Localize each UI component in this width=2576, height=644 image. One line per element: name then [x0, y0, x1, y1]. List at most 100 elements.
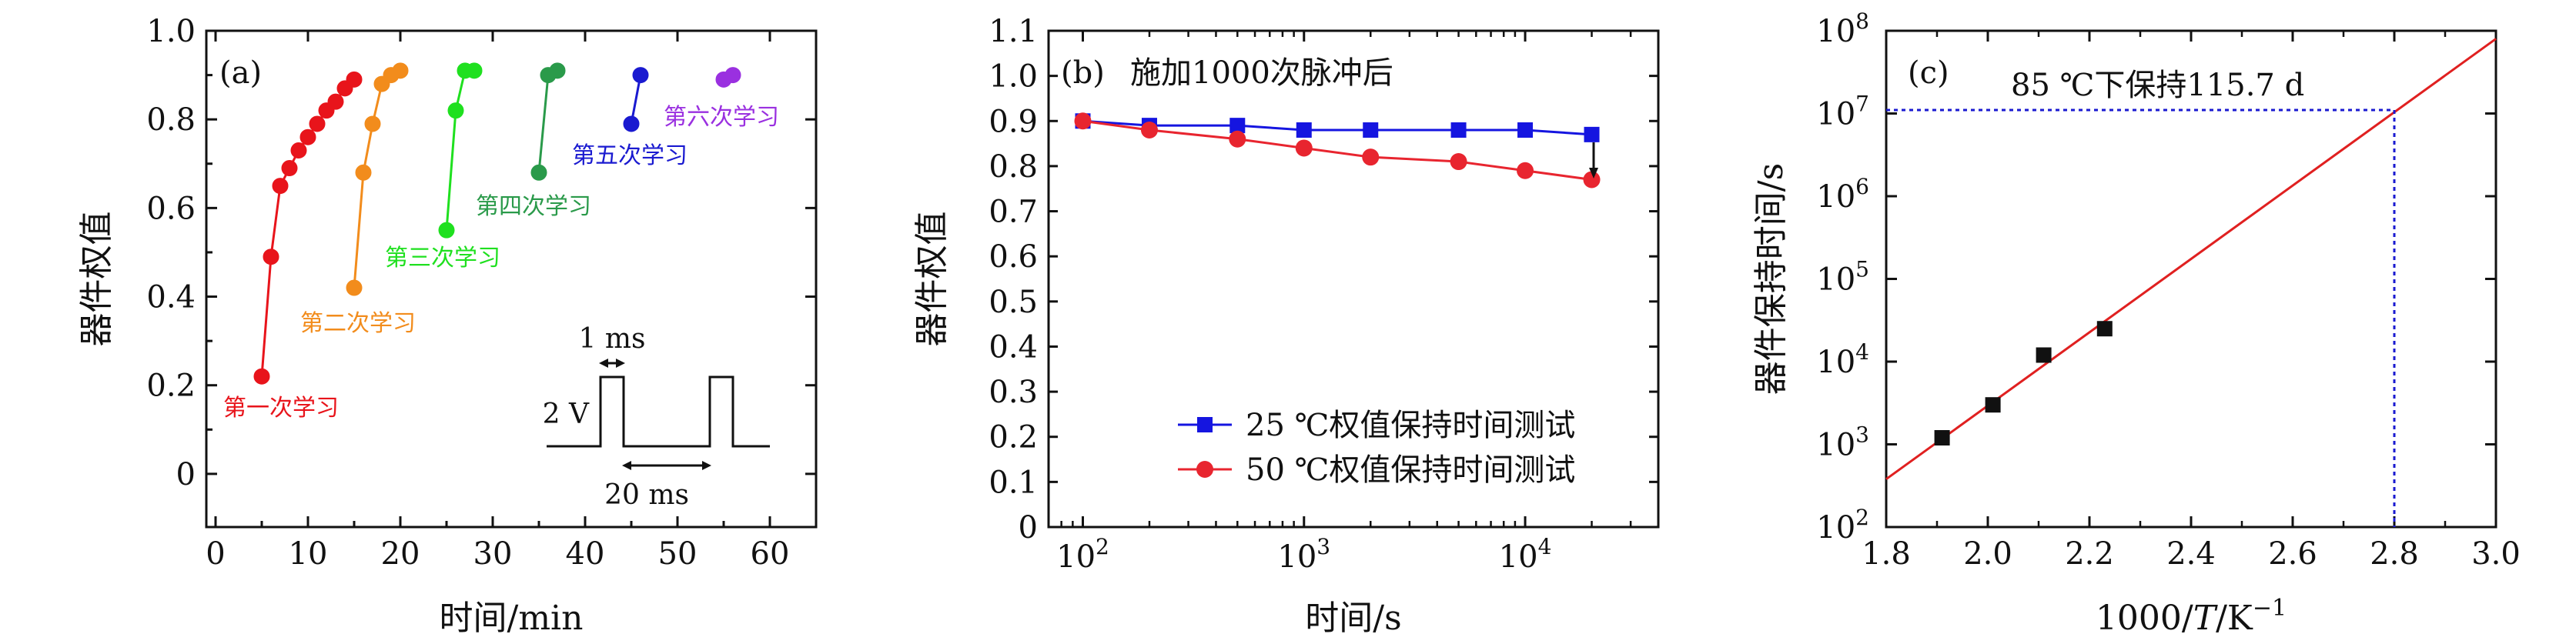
- y-tick-label: 0: [176, 457, 196, 492]
- series-line: [537, 69, 558, 173]
- data-point: [1584, 126, 1600, 142]
- x-tick-label: 30: [473, 536, 513, 572]
- y-tick-label: 0.8: [146, 102, 196, 138]
- data-point: [355, 164, 372, 181]
- pulse-waveform: [547, 375, 770, 448]
- y-tick-label: 0.3: [989, 375, 1038, 410]
- panel-b-ticks: [1049, 29, 1660, 529]
- legend-marker: [1197, 417, 1213, 432]
- y-axis-label: 器件权值: [77, 212, 116, 347]
- pulse-width-arrowhead-right: [616, 359, 625, 368]
- panel-c-labels: 1.8 2.0 2.2 2.4 2.6 2.8 3.01021031041051061071…: [1751, 8, 2521, 638]
- panel-c-series: [1885, 38, 2497, 527]
- y-tick-label: 0.6: [989, 239, 1038, 275]
- panel-a-frame: [205, 29, 818, 529]
- x-tick-label: 2.4: [2166, 536, 2216, 572]
- x-tick-label: 2.8: [2370, 536, 2419, 572]
- data-point: [364, 115, 381, 132]
- data-point: [1985, 397, 2001, 413]
- x-tick-label-base: 10: [1056, 539, 1096, 575]
- x-axis-label-unit: /K: [2216, 599, 2253, 638]
- y-tick-label-exp: 6: [1855, 174, 1869, 199]
- inset-bottom-label: 20 ms: [604, 479, 689, 511]
- x-tick-label: 1.8: [1862, 536, 1911, 572]
- panel-a-ticks: [206, 29, 816, 527]
- y-tick-label-base: 10: [1816, 97, 1855, 132]
- y-tick-label-exp: 5: [1855, 257, 1869, 282]
- x-axis-label-var: T: [2193, 599, 2219, 638]
- y-tick-label: 0.9: [989, 104, 1038, 139]
- panel-c: 1.8 2.0 2.2 2.4 2.6 2.8 3.01021031041051061071…: [1751, 8, 2521, 638]
- series-label: 第四次学习: [476, 193, 591, 220]
- data-point: [1363, 122, 1379, 138]
- data-point: [253, 368, 270, 385]
- data-point: [1934, 429, 1950, 445]
- x-tick-label-exp: 2: [1096, 534, 1109, 559]
- data-point: [1450, 153, 1467, 171]
- y-tick-label: 0.2: [146, 369, 196, 404]
- y-tick-label: 108: [1816, 8, 1869, 49]
- x-tick-label: 0: [206, 536, 225, 572]
- data-point: [281, 160, 298, 177]
- y-tick-label: 1.1: [989, 14, 1038, 49]
- panel-a: 0 10 20 30 40 50 60 0 0.2 0.4 0.6 0.8 1.0 (a) 时间/min 器件…: [77, 14, 818, 638]
- data-point: [1229, 130, 1246, 148]
- data-point: [290, 142, 307, 158]
- series-label: 第一次学习: [223, 395, 339, 422]
- series-label: 第五次学习: [572, 142, 687, 169]
- data-point: [724, 67, 741, 84]
- data-point: [1295, 139, 1313, 157]
- x-tick-label: 3.0: [2471, 536, 2521, 572]
- y-tick-label-base: 10: [1816, 345, 1855, 380]
- x-tick-label: 10: [289, 536, 328, 572]
- panel-a-series: [253, 62, 741, 385]
- x-tick-label: 20: [381, 536, 420, 572]
- x-tick-label: 2.6: [2268, 536, 2317, 572]
- y-tick-label: 0.2: [989, 420, 1038, 455]
- y-tick-label: 0.4: [989, 329, 1038, 365]
- data-point: [438, 222, 455, 239]
- y-tick-label: 104: [1816, 339, 1869, 380]
- y-tick-label-exp: 2: [1855, 505, 1869, 530]
- data-point: [530, 164, 547, 181]
- pulse-interval-arrowhead-right: [702, 461, 711, 470]
- data-point: [623, 115, 640, 132]
- y-tick-label: 0.4: [146, 280, 196, 315]
- y-tick-label: 0: [1019, 510, 1038, 546]
- panel-a-inset: 1 ms 2 V 20 ms: [543, 323, 770, 511]
- data-point: [1517, 122, 1534, 138]
- data-point: [346, 71, 363, 88]
- data-point: [2096, 321, 2113, 337]
- panel-label: (a): [219, 55, 262, 91]
- x-axis-label-exp: −1: [2253, 595, 2287, 622]
- panel-title: 施加1000次脉冲后: [1130, 55, 1393, 91]
- data-point: [549, 62, 566, 79]
- data-point: [1517, 162, 1534, 179]
- x-tick-label: 104: [1499, 534, 1552, 575]
- data-point: [1140, 122, 1158, 138]
- series-line: [630, 75, 642, 125]
- data-point: [1362, 148, 1380, 166]
- y-tick-label: 0.5: [989, 285, 1038, 320]
- y-tick-label-base: 10: [1816, 428, 1855, 463]
- y-tick-label-exp: 8: [1855, 8, 1869, 34]
- y-axis-label: 器件保持时间/s: [1751, 163, 1791, 395]
- x-tick-label: 40: [566, 536, 605, 572]
- data-point: [1074, 112, 1092, 130]
- legend-marker: [1196, 461, 1213, 478]
- inset-left-label: 2 V: [543, 399, 590, 430]
- data-point: [1583, 171, 1601, 189]
- panel-b: 102 103 10400.10.20.30.40.50.60.70.80.91.0…: [912, 14, 1660, 638]
- y-tick-label-exp: 7: [1855, 92, 1869, 117]
- x-tick-label: 50: [658, 536, 698, 572]
- series-line: [1082, 119, 1592, 181]
- data-point: [2036, 347, 2052, 363]
- data-point: [632, 67, 649, 84]
- y-tick-label-base: 10: [1816, 14, 1855, 49]
- data-point: [263, 249, 279, 265]
- y-tick-label: 0.1: [989, 465, 1038, 500]
- legend-label: 25 ℃权值保持时间测试: [1246, 408, 1575, 443]
- decrease-arrow-head: [1589, 168, 1598, 179]
- x-tick-label: 103: [1277, 534, 1330, 575]
